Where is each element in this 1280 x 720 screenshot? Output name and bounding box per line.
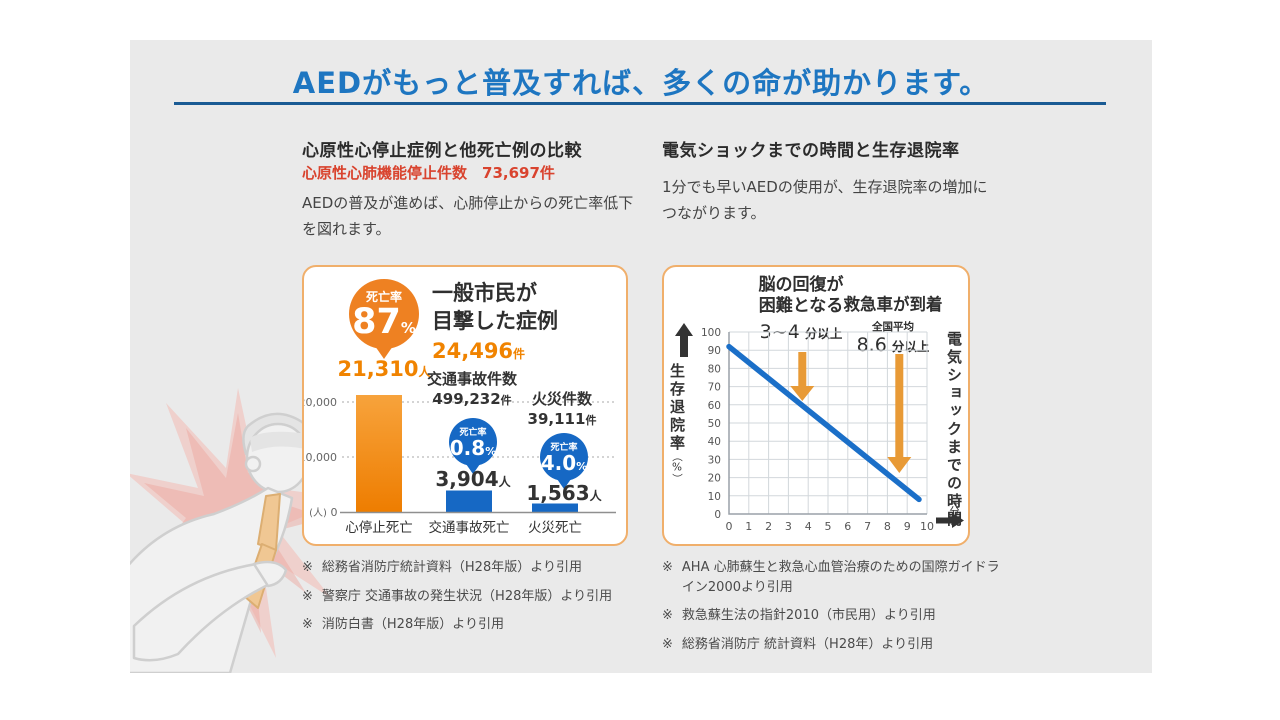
x-tick: 2 [765,520,772,533]
right-section-description: 1分でも早いAEDの使用が、生存退院率の増加につながります。 [662,178,988,223]
fire-deaths-value: 1,563人 [526,481,602,505]
y-tick: 0 [714,509,721,521]
bar-cardiac-arrest [356,395,402,512]
footnote-marker: ※ [302,617,313,632]
x-tick: 10 [920,520,934,533]
y-axis-title: 生存退院率 [668,363,686,453]
title-underline [174,102,1106,105]
right-section-heading: 電気ショックまでの時間と生存退院率 [662,141,960,161]
badge-value: 4.0% [540,451,588,475]
bar-fire-deaths [532,503,578,512]
down-arrow-3-4min [790,352,815,401]
footnote-marker: ※ [662,560,673,575]
collapsing-man-illustration [130,388,348,673]
grid-horizontal [729,331,927,515]
y-tick: 30 [708,454,721,466]
x-axis-title: 電気ショックまでの時間 [945,331,963,529]
y-tick: 90 [708,345,721,357]
mortality-badge-main: 死亡率 87% [349,279,419,349]
traffic-deaths-value: 3,904人 [435,467,511,491]
citation-item: ※ 警察庁 交通事故の発生状況（H28年版）より引用 [302,587,647,607]
fire-cases-count: 火災件数 39,111件 [527,390,597,429]
citation-item: ※ 消防白書（H28年版）より引用 [302,615,647,635]
footnote-marker: ※ [662,636,673,652]
page-title: AEDがもっと普及すれば、多くの命が助かります。 [292,66,990,100]
x-tick: 9 [904,520,911,533]
survival-rate-line [726,343,922,503]
witness-cases-title: 一般市民が 目撃した症例 [432,281,558,334]
badge-pointer [466,464,480,474]
footnote-marker: ※ [302,560,313,575]
category-traffic: 交通事故死亡 [429,519,510,536]
y-tick: 70 [708,382,721,394]
badge-value: 0.8% [449,436,497,460]
x-tick: 0 [726,520,733,533]
x-tick: 6 [844,520,851,533]
x-tick: 8 [884,520,891,533]
badge-label: 死亡率 [365,290,402,304]
line-chart-card: 脳の回復が 困難となる 3~4 分以上 救急車が到着 全国平均 8.6 分以上 … [662,265,970,546]
man-figure [130,412,313,673]
y-tick: 80 [708,363,721,375]
presentation-slide: AEDがもっと普及すれば、多くの命が助かります。 心原性心停止症例と他死亡例の比… [130,40,1152,673]
citation-item: ※ 救急蘇生法の指針2010（市民用）より引用 [662,606,1007,626]
x-tick: 4 [805,520,812,533]
line-chart: 0 10 20 30 40 50 60 70 80 90 100 0 1 2 3… [701,327,934,533]
badge-label: 死亡率 [550,443,578,453]
y-tick-10000: 10,000 [304,451,337,464]
citation-item: ※ 総務省消防庁統計資料（H28年版）より引用 [302,558,647,578]
y-tick: 60 [708,400,721,412]
up-arrow-icon [675,323,693,357]
category-cardiac-arrest: 心停止死亡 [345,519,413,536]
bar-traffic-deaths [446,490,492,512]
y-tick: 50 [708,418,721,430]
cardiac-deaths-value: 21,310人 [337,357,431,381]
brain-recovery-annotation: 脳の回復が 困難となる 3~4 分以上 [758,275,844,343]
footnote-marker: ※ [302,588,313,604]
bar-chart-card: 20,000 10,000 (人) 0 心停止死亡 交通事故死亡 火災死亡 死亡… [302,265,628,546]
y-tick: 20 [708,473,721,485]
badge-pointer [557,479,571,489]
witness-cases-count: 24,496件 [432,339,526,363]
x-tick: 7 [864,520,871,533]
y-axis-unit-label: (人) [309,507,327,519]
down-arrow-8-6min [887,354,912,473]
y-tick: 100 [701,327,721,339]
bar-chart: 20,000 10,000 (人) 0 心停止死亡 交通事故死亡 火災死亡 [304,395,616,536]
traffic-cases-count: 交通事故件数 499,232件 [426,370,517,409]
y-tick-0: 0 [331,506,338,519]
cardiac-arrest-count: 心原性心肺機能停止件数 73,697件 [302,164,555,182]
right-arrow-icon [936,513,964,528]
x-tick: 1 [745,520,752,533]
category-fire: 火災死亡 [528,520,582,536]
right-citations: ※ AHA 心肺蘇生と救急心血管治療のための国際ガイドライン2000より引用 ※ 救… [662,558,1007,663]
citation-item: ※ 総務省消防庁 統計資料（H28年）より引用 [662,635,1007,655]
mortality-badge-fire: 死亡率 4.0% [540,433,588,481]
badge-value: 87% [352,302,416,342]
x-tick: 3 [785,520,792,533]
left-section-description: AEDの普及が進めば、心肺停止からの死亡率低下を図れます。 [302,194,634,239]
axes-lines [728,332,927,515]
left-citations: ※ 総務省消防庁統計資料（H28年版）より引用 ※ 警察庁 交通事故の発生状況（H2… [302,558,647,644]
left-section-heading: 心原性心停止症例と他死亡例の比較 [302,141,582,161]
y-tick-20000: 20,000 [304,396,337,409]
badge-label: 死亡率 [459,428,487,438]
x-tick: 5 [825,520,832,533]
footnote-marker: ※ [662,608,673,623]
citation-item: ※ AHA 心肺蘇生と救急心血管治療のための国際ガイドライン2000より引用 [662,558,1007,597]
y-axis-unit: （%） [671,451,683,484]
badge-pointer [375,346,393,359]
y-tick: 10 [708,491,721,503]
mortality-badge-traffic: 死亡率 0.8% [449,418,497,466]
y-tick: 40 [708,436,721,448]
